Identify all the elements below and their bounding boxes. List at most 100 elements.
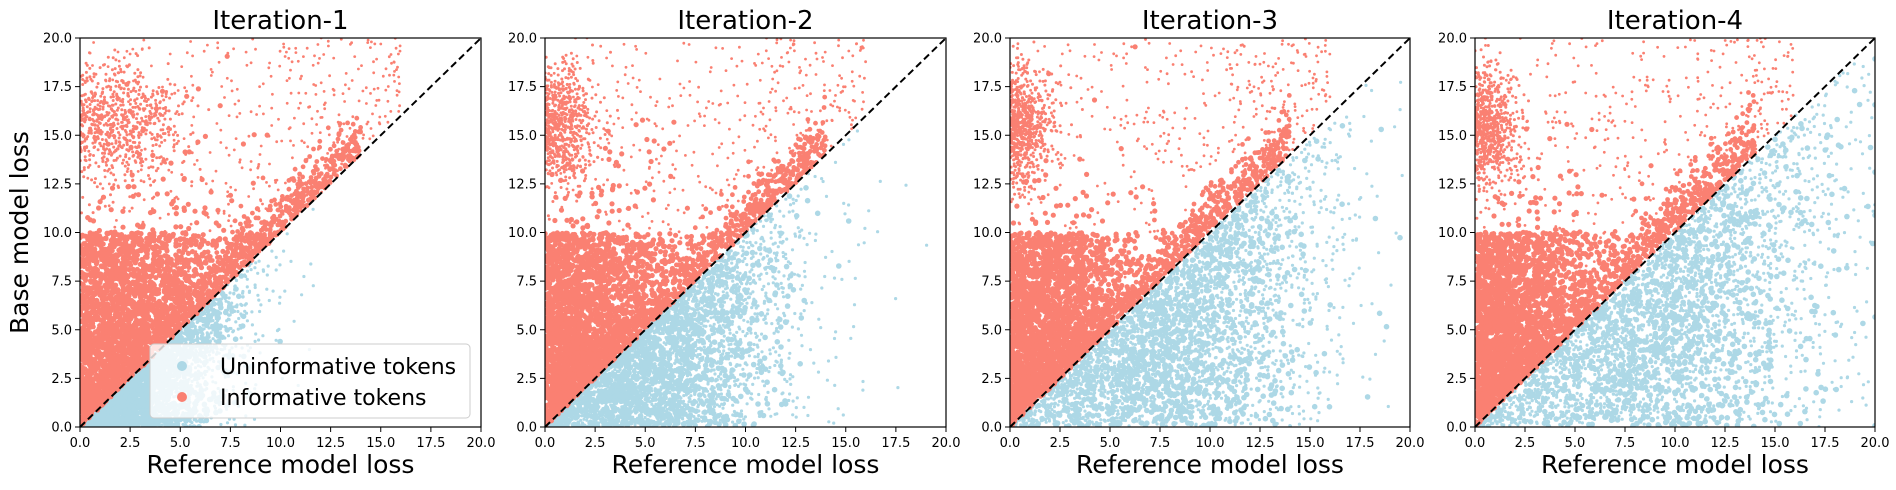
informative-point [221,227,227,233]
uninformative-point [203,417,210,424]
informative-point [203,211,209,217]
uninformative-point [215,315,221,321]
uninformative-point [282,249,286,253]
uninformative-point [243,423,247,427]
uninformative-point [244,311,249,315]
uninformative-point [254,332,258,336]
uninformative-point [236,309,240,314]
informative-point [224,249,231,255]
uninformative-point [285,232,289,236]
informative-point [120,208,126,214]
informative-point [160,303,166,309]
informative-point [173,240,179,246]
informative-point [173,224,179,230]
uninformative-point [229,326,233,331]
uninformative-point [191,424,197,427]
uninformative-point [253,266,257,270]
uninformative-point [250,310,254,314]
uninformative-point [228,291,232,295]
informative-point [178,224,184,230]
informative-point [195,86,201,92]
informative-point [169,201,175,207]
uninformative-point [257,338,261,342]
informative-point [148,292,154,298]
informative-point [96,205,102,211]
uninformative-point [108,417,114,424]
informative-point [194,220,200,226]
uninformative-point [289,259,293,263]
uninformative-point [274,255,278,259]
uninformative-point [125,408,132,415]
informative-point [192,208,198,214]
uninformative-point [121,399,127,405]
uninformative-point [219,334,226,341]
uninformative-point [222,309,229,316]
informative-point [195,233,201,239]
uninformative-point [169,421,175,427]
informative-point [81,271,87,277]
uninformative-point [274,268,278,272]
uninformative-point [219,297,223,301]
uninformative-point [278,295,282,299]
uninformative-point [292,319,296,323]
informative-point [103,235,109,241]
uninformative-point [213,321,219,328]
uninformative-point [218,304,224,311]
uninformative-point [181,422,185,427]
uninformative-point [257,298,261,302]
uninformative-point [189,321,195,327]
uninformative-point [253,283,257,287]
uninformative-point [141,423,148,427]
uninformative-point [148,418,154,425]
uninformative-point [283,289,287,293]
uninformative-point [271,289,275,293]
informative-point [184,93,190,99]
uninformative-point [192,339,196,343]
uninformative-point [227,296,231,300]
uninformative-point [261,269,266,273]
uninformative-point [213,330,219,336]
uninformative-point [211,337,215,341]
uninformative-point [122,394,128,401]
uninformative-point [208,339,212,343]
uninformative-point [94,411,100,418]
uninformative-point [217,323,224,330]
uninformative-point [236,327,240,331]
informative-point [202,205,208,211]
uninformative-point [302,274,306,279]
uninformative-point [231,330,235,334]
uninformative-point [239,323,246,329]
informative-point [200,232,206,238]
informative-point [150,297,156,303]
informative-point [166,233,172,239]
uninformative-point [259,303,263,307]
uninformative-point [240,303,244,307]
uninformative-point [241,289,245,294]
uninformative-point [237,316,241,321]
uninformative-point [188,424,192,427]
informative-point [217,103,223,109]
uninformative-point [196,336,200,340]
uninformative-point [124,416,130,422]
informative-point [216,223,222,229]
uninformative-point [227,318,231,322]
uninformative-point [240,313,247,320]
informative-point [181,263,187,270]
informative-point [131,184,137,190]
uninformative-point [211,301,217,307]
uninformative-point [219,290,226,297]
informative-point [181,207,187,213]
informative-point [185,201,191,207]
informative-point [92,336,98,342]
uninformative-point [254,261,258,265]
informative-point [164,259,170,265]
uninformative-point [233,423,238,427]
informative-point [164,191,170,197]
uninformative-point [204,305,208,309]
uninformative-point [233,286,239,292]
uninformative-point [274,338,278,342]
informative-point [229,198,235,204]
uninformative-point [239,336,243,340]
uninformative-point [188,330,195,337]
